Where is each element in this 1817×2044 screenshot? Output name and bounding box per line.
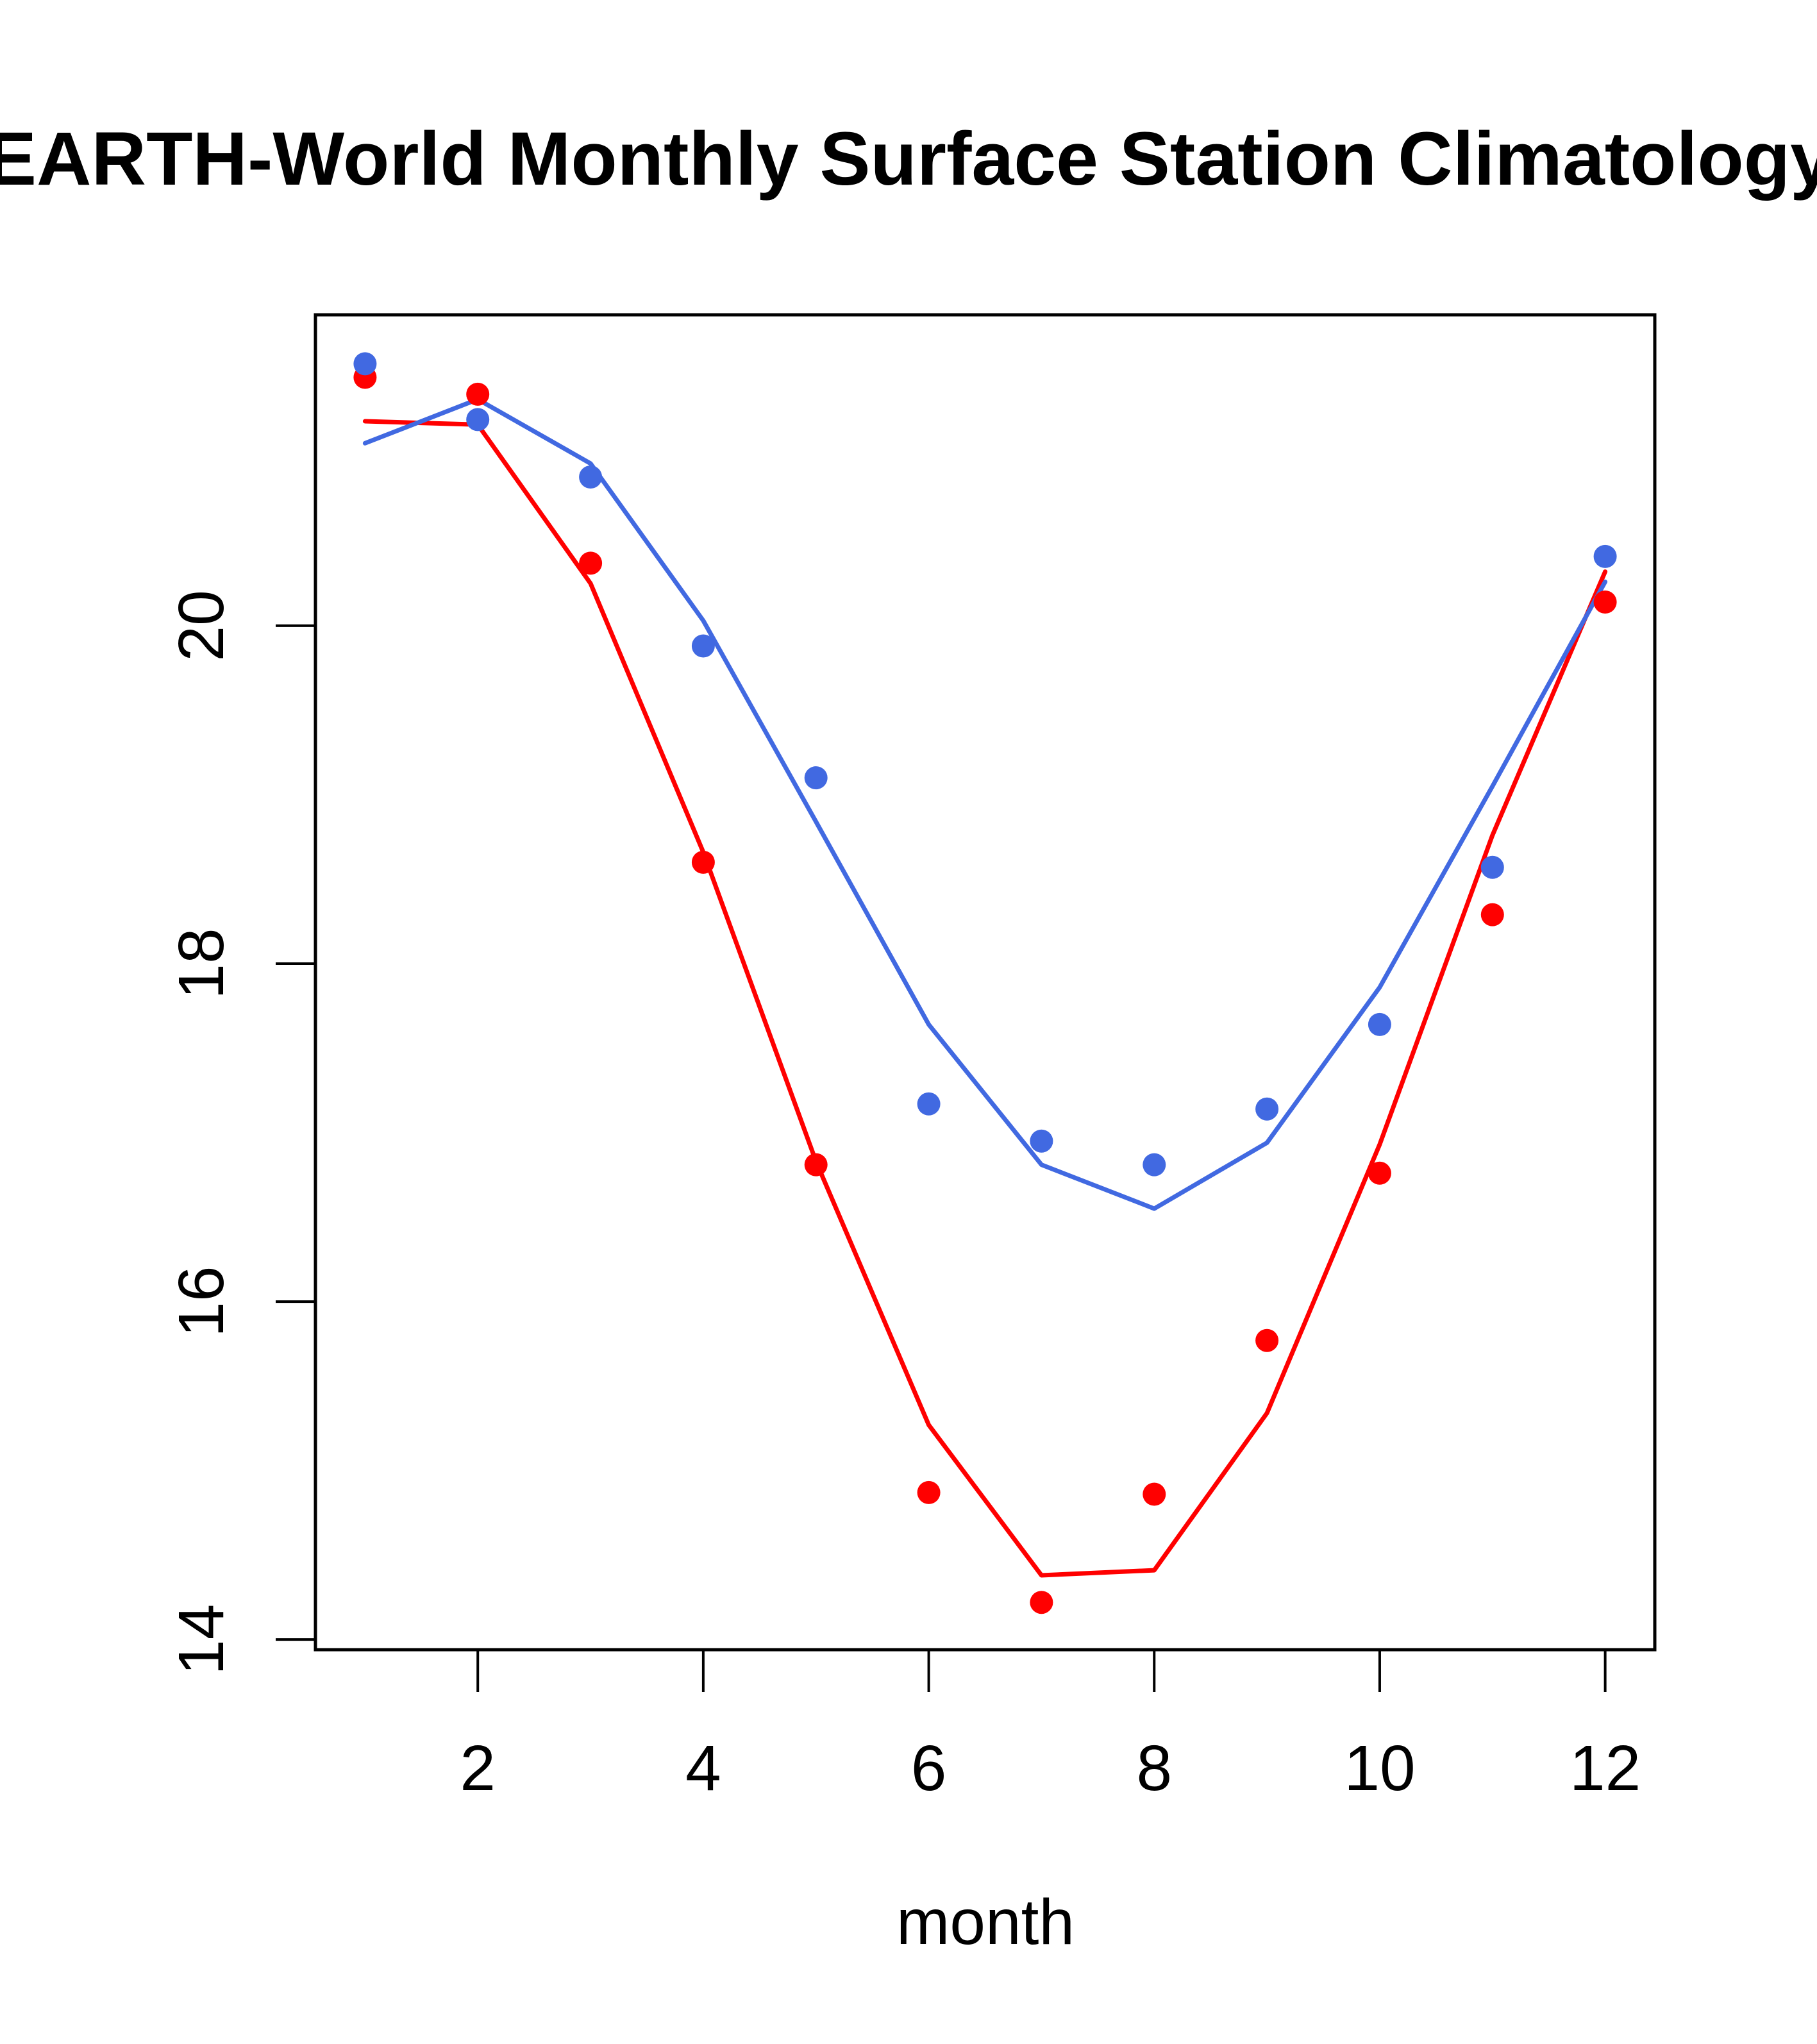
blue-point-month-3 — [579, 465, 603, 489]
blue-point-month-10 — [1368, 1012, 1391, 1036]
red-point-month-2 — [466, 382, 490, 406]
plot-frame — [314, 313, 1657, 1652]
red-line-series — [362, 419, 1608, 1578]
x-tick-label-8: 8 — [1136, 1732, 1172, 1804]
red-points-series — [353, 365, 1617, 1614]
red-point-month-6 — [917, 1480, 941, 1504]
blue-point-month-6 — [917, 1092, 941, 1116]
red-point-month-4 — [691, 850, 715, 874]
y-tick-label-18: 18 — [165, 928, 237, 999]
x-tick-label-4: 4 — [685, 1732, 721, 1804]
blue-point-month-8 — [1143, 1153, 1166, 1177]
red-point-month-12 — [1593, 591, 1617, 614]
red-point-month-7 — [1030, 1591, 1053, 1614]
blue-point-month-1 — [353, 352, 377, 376]
x-tick-label-6: 6 — [911, 1732, 947, 1804]
y-axis: 14 16 18 20 — [165, 590, 315, 1675]
x-tick-label-12: 12 — [1570, 1732, 1641, 1804]
plot-area — [353, 352, 1617, 1614]
y-tick-label-16: 16 — [165, 1266, 237, 1337]
chart-title: EARTH-World Monthly Surface Station Clim… — [0, 117, 1817, 201]
red-point-month-5 — [804, 1153, 828, 1177]
x-axis: 2 4 6 8 10 12 — [460, 1650, 1641, 1804]
blue-point-month-11 — [1480, 855, 1504, 879]
blue-point-month-4 — [691, 634, 715, 658]
red-point-month-3 — [579, 551, 603, 575]
blue-point-month-9 — [1255, 1097, 1279, 1121]
blue-point-month-5 — [804, 766, 828, 790]
blue-point-month-2 — [466, 408, 490, 431]
blue-point-month-12 — [1593, 544, 1617, 568]
x-tick-label-10: 10 — [1344, 1732, 1415, 1804]
blue-points-series — [353, 352, 1617, 1177]
y-tick-label-14: 14 — [165, 1604, 237, 1675]
y-tick-label-20: 20 — [165, 590, 237, 661]
blue-line-series — [362, 397, 1608, 1211]
blue-point-month-7 — [1030, 1129, 1053, 1153]
red-point-month-11 — [1480, 903, 1504, 926]
red-point-month-9 — [1255, 1328, 1279, 1352]
red-point-month-10 — [1368, 1161, 1391, 1185]
x-axis-label: month — [896, 1886, 1075, 1958]
red-point-month-8 — [1143, 1482, 1166, 1506]
x-tick-label-2: 2 — [460, 1732, 496, 1804]
